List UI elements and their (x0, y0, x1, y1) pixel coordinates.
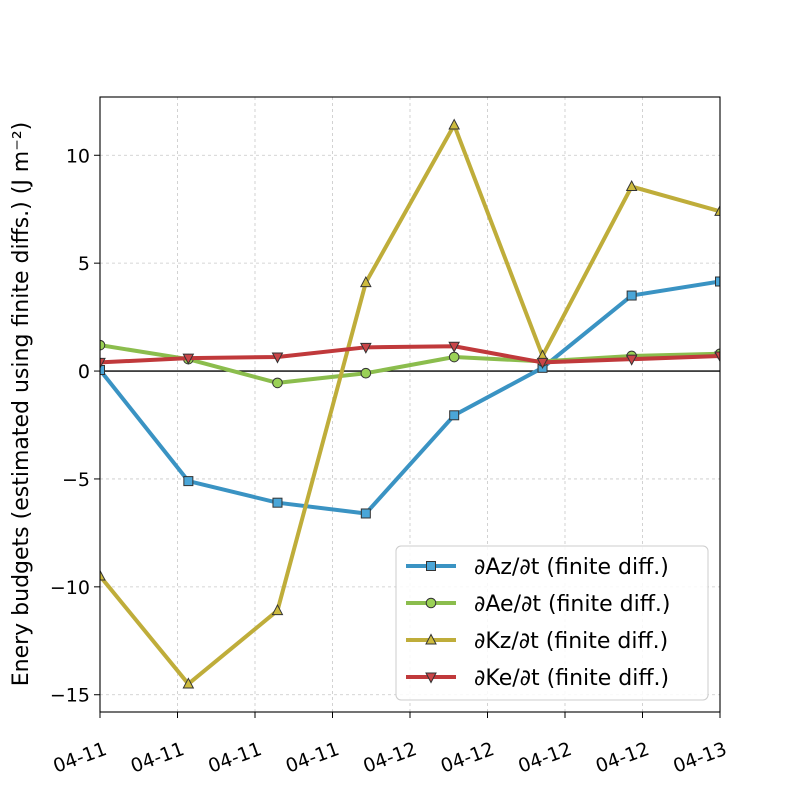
y-tick-label: −15 (50, 685, 90, 707)
legend-marker (425, 633, 437, 645)
legend: ∂Az/∂t (finite diff.) ∂Ae/∂t (finite diff… (395, 545, 709, 701)
y-axis-label: Enery budgets (estimated using finite di… (9, 122, 34, 687)
x-tick-label: 04-12 (593, 738, 652, 778)
series-line (100, 279, 720, 516)
data-point (100, 357, 106, 369)
data-point (714, 351, 720, 363)
data-point (359, 276, 372, 288)
x-tick-label: 04-11 (50, 738, 109, 778)
data-point (360, 508, 371, 519)
legend-entry: ∂Kz/∂t (finite diff.) (406, 629, 668, 654)
series-line (100, 343, 720, 385)
data-point (100, 364, 105, 375)
series-4 (100, 341, 720, 369)
x-tick-label: 04-13 (670, 738, 729, 778)
series-3 (100, 118, 720, 689)
data-point (448, 341, 461, 353)
x-tick-label: 04-12 (438, 738, 497, 778)
y-tick-label: −10 (50, 577, 90, 599)
legend-marker (426, 561, 436, 571)
data-point (272, 377, 283, 389)
data-point (536, 357, 549, 369)
legend-marker (425, 672, 437, 684)
data-point (272, 497, 283, 508)
x-tick-label: 04-11 (283, 738, 342, 778)
x-tick-label: 04-12 (360, 738, 419, 778)
data-point (183, 476, 194, 487)
data-point (100, 339, 106, 351)
data-point (182, 353, 195, 365)
series-line (100, 344, 720, 365)
y-tick-label: 5 (78, 253, 90, 275)
x-tick-label: 04-11 (128, 738, 187, 778)
y-tick-label: 0 (78, 361, 90, 383)
series-1 (100, 276, 720, 519)
data-point (714, 204, 720, 216)
data-point (359, 342, 372, 354)
data-point (100, 569, 106, 581)
data-point (625, 179, 638, 192)
data-point (625, 354, 638, 366)
legend-marker (425, 597, 437, 609)
data-point (182, 677, 195, 689)
legend-label: ∂Az/∂t (finite diff.) (474, 555, 669, 580)
legend-entry: ∂Ke/∂t (finite diff.) (406, 666, 669, 691)
data-point (271, 352, 284, 364)
data-point (271, 604, 284, 616)
data-point (449, 410, 460, 421)
legend-entry: ∂Ae/∂t (finite diff.) (406, 592, 670, 617)
y-tick-label: 10 (66, 145, 90, 167)
data-point (448, 118, 461, 130)
legend-entry: ∂Az/∂t (finite diff.) (406, 555, 669, 580)
x-tick-label: 04-11 (205, 738, 264, 778)
legend-box (395, 545, 709, 701)
legend-label: ∂Ae/∂t (finite diff.) (474, 592, 670, 617)
series-line (100, 123, 720, 686)
legend-label: ∂Ke/∂t (finite diff.) (474, 666, 669, 691)
data-point (626, 290, 637, 301)
data-point (715, 276, 720, 287)
x-tick-label: 04-12 (515, 738, 574, 778)
series-layer (100, 118, 720, 689)
data-point (448, 351, 460, 363)
legend-label: ∂Kz/∂t (finite diff.) (474, 629, 668, 654)
y-tick-label: −5 (62, 469, 90, 491)
data-point (360, 367, 372, 379)
